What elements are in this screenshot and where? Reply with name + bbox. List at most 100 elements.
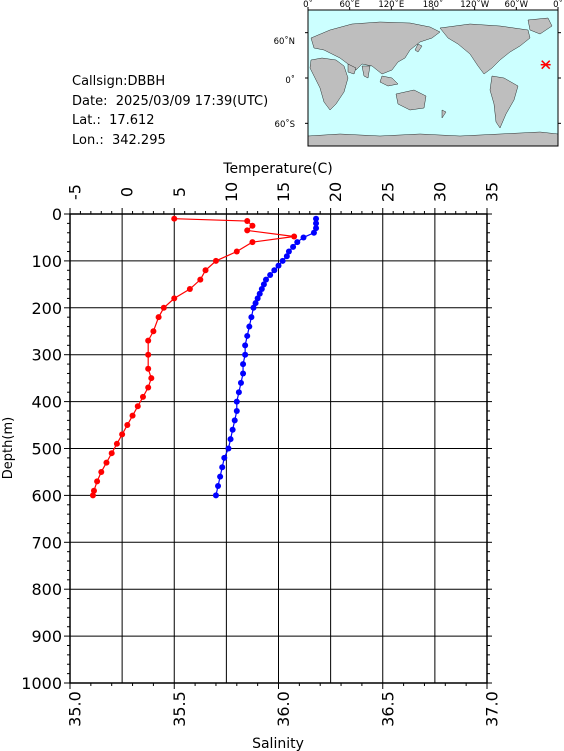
- depth-tick-label: 800: [31, 580, 62, 599]
- salinity-point: [313, 225, 320, 232]
- map-lon-label: 60˚W: [505, 0, 529, 10]
- salinity-point: [279, 257, 286, 264]
- temperature-tick-label: 0: [118, 187, 137, 197]
- depth-axis-label: Depth(m): [1, 417, 16, 479]
- temperature-point: [202, 267, 209, 274]
- salinity-point: [262, 276, 269, 283]
- temperature-point: [124, 422, 131, 429]
- salinity-point: [229, 426, 236, 433]
- salinity-tick-labels: 35.0 35.5 36.0 36.5 37.0: [66, 691, 502, 727]
- temperature-point: [197, 276, 204, 283]
- temperature-point: [171, 295, 178, 302]
- temperature-point: [94, 478, 101, 485]
- salinity-point: [212, 492, 219, 499]
- land-masses: [307, 17, 559, 147]
- map-lat-label: 0˚: [285, 75, 295, 86]
- salinity-point: [271, 267, 278, 274]
- temperature-point: [244, 227, 251, 234]
- salinity-point: [246, 323, 253, 330]
- salinity-point: [313, 220, 320, 227]
- series-layer: [89, 215, 320, 499]
- salinity-point: [254, 295, 261, 302]
- temperature-tick-label: 15: [274, 182, 293, 202]
- depth-tick-labels: 0 100 200 300 400 500 600 700 800 900 1000: [21, 205, 62, 693]
- salinity-point: [290, 243, 297, 250]
- salinity-point: [267, 271, 274, 278]
- temperature-point: [249, 222, 256, 229]
- depth-tick-label: 300: [31, 346, 62, 365]
- salinity-point: [217, 473, 224, 480]
- salinity-point: [233, 398, 240, 405]
- temperature-point: [244, 218, 251, 225]
- salinity-point: [300, 234, 307, 241]
- longitude-text: Lon.: 342.295: [72, 132, 166, 148]
- temperature-axis-label: Temperature(C): [222, 161, 332, 177]
- salinity-point: [242, 351, 249, 358]
- salinity-point: [248, 314, 255, 321]
- temperature-point: [160, 304, 167, 311]
- salinity-point: [233, 407, 240, 414]
- temperature-point: [249, 239, 256, 246]
- depth-tick-label: 100: [31, 252, 62, 271]
- temperature-point: [89, 492, 96, 499]
- temperature-point: [145, 351, 152, 358]
- map-lat-labels: 60˚N 0˚ 60˚S: [274, 36, 295, 130]
- temperature-tick-label: 20: [326, 182, 345, 202]
- temperature-point: [150, 328, 157, 335]
- map-lon-label: 120˚E: [378, 0, 404, 10]
- salinity-point: [225, 445, 232, 452]
- salinity-tick-label: 37.0: [483, 691, 502, 727]
- temperature-tick-label: 30: [430, 182, 449, 202]
- depth-tick-label: 500: [31, 440, 62, 459]
- depth-tick-label: 900: [31, 627, 62, 646]
- salinity-point: [227, 436, 234, 443]
- temperature-point: [98, 468, 105, 475]
- station-info: Callsign:DBBH Date: 2025/03/09 17:39(UTC…: [72, 72, 268, 150]
- salinity-point: [260, 281, 267, 288]
- temperature-point: [113, 440, 120, 447]
- salinity-point: [310, 229, 317, 236]
- temperature-point: [129, 412, 136, 419]
- temperature-point: [108, 450, 115, 457]
- temperature-tick-label: 10: [222, 182, 241, 202]
- salinity-point: [252, 300, 259, 307]
- map-lon-label: 60˚E: [339, 0, 359, 10]
- temperature-tick-label: -5: [66, 184, 85, 200]
- salinity-point: [258, 286, 265, 293]
- temperature-profile-line: [92, 218, 295, 496]
- salinity-point: [256, 290, 263, 297]
- salinity-point: [240, 370, 247, 377]
- temperature-point: [90, 487, 97, 494]
- map-lon-label: 0˚: [303, 0, 313, 10]
- depth-tick-label: 700: [31, 533, 62, 552]
- temperature-point: [145, 365, 152, 372]
- location-map: 0˚ 60˚E 120˚E 180˚ 120˚W 60˚W 0˚ 60˚N 0˚…: [274, 0, 563, 147]
- temperature-point: [233, 248, 240, 255]
- salinity-point: [235, 389, 242, 396]
- temperature-point: [145, 337, 152, 344]
- depth-tick-label: 400: [31, 393, 62, 412]
- temperature-point: [171, 215, 178, 222]
- latitude-text: Lat.: 17.612: [72, 113, 155, 128]
- map-lat-label: 60˚N: [274, 36, 295, 47]
- temperature-tick-label: 5: [170, 187, 189, 197]
- depth-tick-label: 200: [31, 299, 62, 318]
- salinity-tick-label: 36.0: [274, 691, 293, 727]
- salinity-point: [240, 361, 247, 368]
- temperature-point: [212, 257, 219, 264]
- salinity-point: [219, 464, 226, 471]
- salinity-point: [215, 483, 222, 490]
- salinity-point: [250, 304, 257, 311]
- salinity-point: [244, 332, 251, 339]
- salinity-tick-label: 35.5: [170, 691, 189, 727]
- plot-frame: [69, 213, 488, 684]
- salinity-point: [237, 379, 244, 386]
- temperature-point: [155, 314, 162, 321]
- grid-lines: [69, 213, 488, 684]
- salinity-point: [275, 262, 282, 269]
- temperature-tick-labels: -5 0 5 10 15 20 25 30 35: [66, 182, 502, 202]
- profile-chart: Temperature(C) Salinity Depth(m) -5 0 5 10 1…: [1, 161, 502, 751]
- salinity-tick-label: 36.5: [378, 691, 397, 727]
- depth-tick-label: 0: [52, 205, 62, 224]
- temperature-point: [186, 286, 193, 293]
